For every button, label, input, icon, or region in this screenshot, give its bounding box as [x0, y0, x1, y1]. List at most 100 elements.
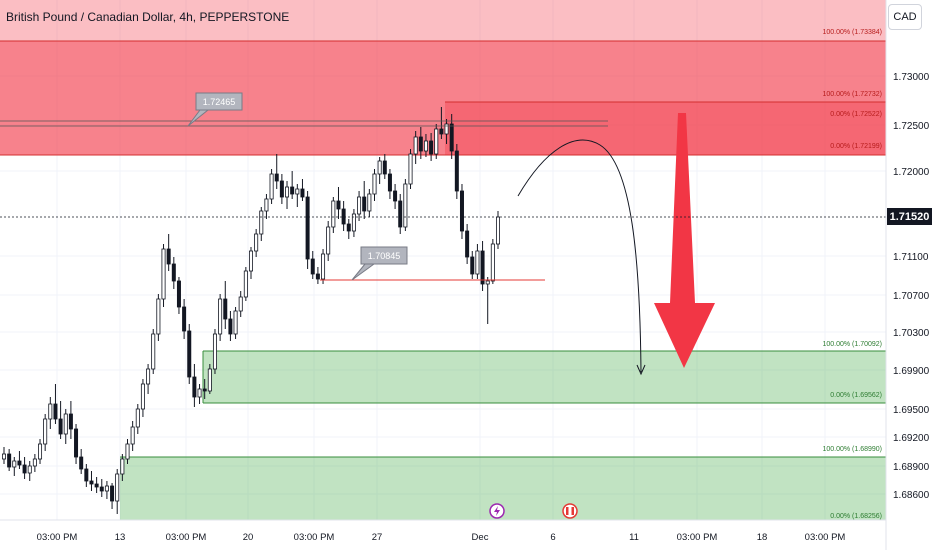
- candle-body: [470, 256, 475, 275]
- supply-zone-upper: [0, 41, 886, 155]
- time-tick-label: 03:00 PM: [294, 532, 335, 543]
- candle-body: [305, 196, 310, 260]
- candle-body: [166, 248, 171, 265]
- candle-body: [315, 273, 320, 280]
- zone-label: 0.00% (1.68256): [830, 513, 882, 520]
- candle: [480, 241, 485, 291]
- candle: [17, 451, 22, 469]
- candle-body: [331, 200, 336, 228]
- candle-body: [398, 200, 403, 228]
- candle: [372, 169, 377, 201]
- candle-body: [207, 368, 212, 392]
- candle: [274, 154, 279, 189]
- candle: [110, 483, 115, 509]
- candle: [27, 461, 32, 481]
- candle: [290, 171, 295, 199]
- candle: [315, 267, 320, 284]
- candle: [465, 224, 470, 264]
- candle: [398, 194, 403, 234]
- candle: [382, 154, 387, 179]
- candle: [7, 449, 12, 471]
- candle-body: [449, 123, 454, 152]
- candle-body: [259, 210, 264, 235]
- candle: [218, 294, 223, 341]
- supply-zone-lower: [445, 102, 886, 155]
- candle-body: [243, 270, 248, 298]
- candle-body: [58, 418, 63, 435]
- candle: [362, 181, 367, 219]
- candle-body: [439, 128, 444, 135]
- candle-body: [17, 460, 22, 466]
- candle: [305, 191, 310, 269]
- candle: [490, 239, 495, 284]
- candle: [187, 324, 192, 384]
- candle: [94, 477, 99, 493]
- candle-body: [382, 160, 387, 175]
- candle-body: [125, 443, 130, 460]
- candle-body: [94, 483, 99, 488]
- candle-body: [212, 333, 217, 370]
- time-tick-label: 20: [243, 532, 254, 543]
- candle-body: [264, 198, 269, 212]
- candle: [151, 329, 156, 374]
- candle-body: [43, 418, 48, 445]
- candle-body: [490, 243, 495, 282]
- candle-body: [197, 388, 202, 398]
- candle-body: [233, 310, 238, 335]
- candle-body: [336, 200, 341, 210]
- candle-body: [89, 480, 94, 485]
- candle-body: [22, 464, 27, 474]
- candle: [161, 244, 166, 307]
- candle-body: [475, 250, 480, 275]
- candle-body: [38, 443, 43, 460]
- candle-body: [238, 296, 243, 312]
- candle: [459, 184, 464, 239]
- candle: [228, 311, 233, 341]
- candle: [48, 397, 53, 429]
- candle-body: [310, 258, 315, 275]
- candle-body: [357, 196, 362, 215]
- zones: 100.00% (1.73384) 100.00% (1.72732) 0.00% …: [0, 0, 886, 520]
- candle: [454, 144, 459, 199]
- candle-body: [285, 186, 290, 198]
- candle: [254, 229, 259, 257]
- candle: [74, 424, 79, 464]
- zone-label: 100.00% (1.70092): [822, 341, 882, 348]
- candle: [475, 244, 480, 279]
- time-tick-label: 11: [629, 532, 639, 543]
- candle: [43, 414, 48, 451]
- candle: [393, 184, 398, 209]
- candle: [79, 449, 84, 474]
- candle: [248, 247, 253, 279]
- candle: [341, 201, 346, 231]
- candle-body: [53, 403, 58, 420]
- candle: [387, 169, 392, 199]
- candle: [336, 187, 341, 219]
- candle-body: [434, 128, 439, 155]
- time-tick-label: 03:00 PM: [805, 532, 846, 543]
- currency-button[interactable]: CAD: [888, 4, 922, 30]
- candle-body: [110, 485, 115, 502]
- candle-body: [27, 465, 32, 474]
- price-tick-label: 1.70300: [893, 328, 930, 339]
- candle-body: [7, 453, 12, 468]
- candle: [223, 281, 228, 329]
- price-tick-label: 1.69500: [893, 405, 930, 416]
- price-tick-label: 1.72000: [893, 167, 930, 178]
- candle: [104, 481, 109, 499]
- time-tick-label: Dec: [472, 532, 489, 543]
- candle-body: [156, 298, 161, 335]
- candle-body: [495, 216, 500, 245]
- candle: [89, 471, 94, 491]
- candle: [212, 329, 217, 374]
- candle-body: [413, 136, 418, 155]
- callout-label: 1.70845: [368, 251, 401, 261]
- candle-body: [84, 468, 89, 482]
- candle-body: [362, 196, 367, 212]
- zone-label: 100.00% (1.72732): [822, 91, 882, 98]
- candle: [32, 454, 37, 472]
- time-tick-label: 13: [115, 532, 126, 543]
- candle-body: [429, 140, 434, 155]
